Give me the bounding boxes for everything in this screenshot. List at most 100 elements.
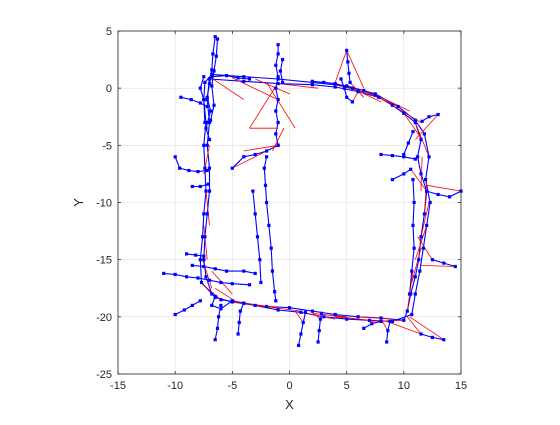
trajectory-point [207,138,212,142]
trajectory-point [242,301,246,305]
trajectory-point [427,155,431,159]
trajectory-point [215,37,220,41]
trajectory-point [265,149,269,153]
loop-closure-edge [415,114,439,140]
trajectory-point [419,235,423,239]
loop-closure-edge [334,50,348,83]
trajectory-point [367,318,372,322]
trajectory-point [333,312,337,317]
trajectory-point [281,80,285,84]
trajectory-point [390,178,394,182]
trajectory-point [242,155,246,159]
trajectory-point [417,258,421,262]
trajectory-point [316,340,320,344]
trajectory-point [345,317,349,321]
trajectory-path [298,312,307,346]
trajectory-point [411,223,415,227]
trajectory-point [348,80,352,84]
y-tick-label: 5 [106,26,112,38]
trajectory-point [274,86,278,90]
trajectory-point [196,276,200,280]
trajectory-point [345,95,349,99]
trajectory-path [210,38,219,121]
trajectory-point [342,86,346,90]
trajectory-point [219,298,223,302]
trajectory-point [406,141,410,145]
trajectory-point [237,320,241,325]
trajectory-point [419,332,423,336]
trajectory-point [356,90,360,94]
trajectory-path [211,75,250,80]
trajectory-point [281,58,285,62]
trajectory-point [209,109,213,113]
trajectory-point [390,103,394,107]
loop-closure-edge [346,50,365,89]
trajectory-point [210,68,214,72]
trajectory-path [409,179,415,295]
trajectory-point [210,75,214,79]
trajectory-point [276,308,280,312]
trajectory-point [418,269,422,273]
trajectory-path [312,80,376,96]
trajectory-path [340,78,353,103]
trajectory-point [201,235,205,239]
trajectory-point [422,132,426,136]
trajectory-point [189,98,193,102]
loop-closure-edge [249,82,279,129]
trajectory-point [413,120,417,125]
trajectory-point [203,80,207,84]
trajectory-point [273,290,277,294]
loop-closure-edge [406,316,422,335]
trajectory-point [322,315,326,319]
trajectory-point [194,253,198,257]
trajectory-point [173,155,177,159]
trajectory-point [362,88,366,93]
loop-closure-edge [349,82,365,98]
trajectory-path [426,190,462,198]
trajectory-point [453,264,457,269]
trajectory-point [430,335,434,339]
trajectory-point [213,338,217,342]
y-tick-label: -20 [96,312,112,324]
trajectory-point [425,189,429,193]
trajectory-point [310,309,314,313]
trajectory-point [225,74,229,78]
trajectory-point [390,319,394,323]
trajectory-point [370,322,374,326]
trajectory-point [217,315,221,319]
trajectory-point [416,155,420,159]
trajectory-point [412,200,416,205]
trajectory-point [207,166,212,170]
trajectory-point [212,103,216,107]
trajectory-point [185,275,189,279]
loop-closure-edge [406,271,414,312]
trajectory-point [345,84,349,88]
trajectory-point [258,258,262,262]
loop-closure-edge [358,316,393,320]
trajectory-point [402,172,406,176]
loop-closure-edge [243,144,279,152]
trajectory-point [190,303,194,307]
loop-closure-edge [294,310,304,323]
x-tick-label: -10 [167,380,183,392]
trajectory-point [276,75,280,79]
trajectory-point [210,292,214,296]
trajectory-point [267,223,271,227]
trajectory-point [255,235,260,239]
trajectory-point [196,170,200,174]
trajectory-point [247,283,252,287]
trajectory-point [413,118,417,122]
trajectory-point [379,319,383,323]
loop-closure-edge [352,91,359,103]
trajectory-point [347,71,351,75]
trajectory-point [333,85,337,89]
trajectory-point [310,79,314,83]
trajectory-point [211,52,215,56]
trajectory-point [276,143,280,147]
x-tick-label: 10 [398,380,410,392]
trajectory-point [413,275,417,279]
trajectory-point [207,120,212,125]
trajectory-point [204,275,208,279]
trajectory-point [274,132,278,136]
trajectory-point [319,311,324,315]
